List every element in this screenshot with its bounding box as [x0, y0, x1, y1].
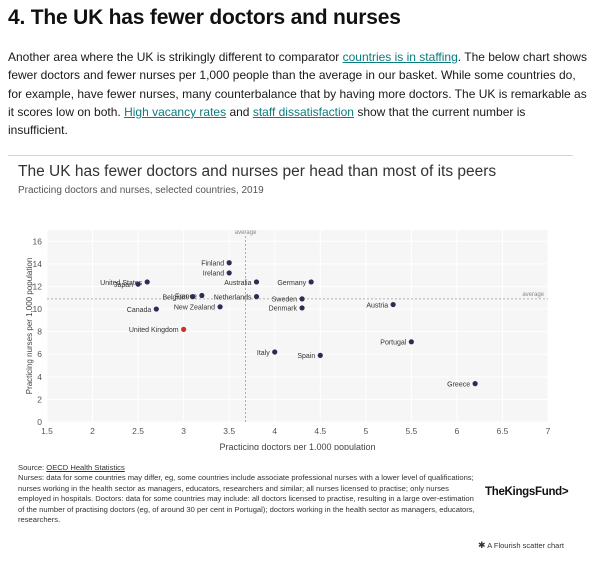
data-point — [135, 281, 141, 287]
data-point — [408, 339, 414, 345]
point-label: France — [175, 293, 197, 300]
data-point — [144, 279, 150, 285]
chart-footer: Source: OECD Health Statistics Nurses: d… — [18, 463, 478, 525]
x-tick-label: 6.5 — [497, 426, 509, 436]
source-label: Source: — [18, 463, 47, 472]
intro-link[interactable]: staff dissatisfaction — [252, 104, 354, 119]
flourish-credit-label: A Flourish scatter chart — [487, 541, 564, 550]
y-tick-label: 0 — [37, 417, 42, 427]
data-point — [299, 305, 305, 311]
data-point — [272, 349, 278, 355]
point-label: United Kingdom — [129, 327, 179, 334]
data-point — [308, 279, 314, 285]
intro-link[interactable]: High vacancy rates — [124, 104, 227, 119]
data-point — [317, 352, 323, 358]
y-tick-label: 10 — [33, 304, 43, 314]
point-label: Greece — [447, 381, 470, 388]
data-point — [190, 294, 196, 300]
chart-title: The UK has fewer doctors and nurses per … — [18, 163, 497, 180]
notes-text: Nurses: data for some countries may diff… — [18, 473, 475, 525]
x-tick-label: 2 — [90, 426, 95, 436]
data-point — [390, 301, 396, 308]
point-label: Austria — [366, 302, 388, 309]
flourish-credit[interactable]: ✱ A Flourish scatter chart — [478, 540, 564, 551]
data-point — [253, 279, 260, 285]
x-tick-label: 3 — [181, 426, 186, 436]
plot-background — [47, 230, 548, 422]
point-label: Japan — [114, 282, 133, 289]
y-tick-label: 2 — [37, 394, 42, 404]
x-tick-label: 6 — [455, 426, 460, 436]
data-point — [226, 260, 232, 266]
point-label: Belgium — [162, 294, 187, 301]
data-point — [253, 294, 260, 300]
point-label: Sweden — [272, 297, 297, 304]
point-label: Australia — [224, 280, 251, 287]
x-axis-label: Practicing doctors per 1,000 population — [219, 442, 375, 450]
point-label: Italy — [257, 350, 270, 357]
data-point — [181, 326, 187, 332]
data-point — [217, 304, 223, 310]
data-point — [299, 296, 305, 302]
scatter-chart: 1.5 2 2.5 3 3.5 4 4.5 5 5.5 6 6.5 7 0 2 4 6 8 10 12 14 16 Pra… — [25, 230, 551, 450]
intro-text: show that the current number is insuffic… — [8, 104, 526, 138]
y-tick-label: 8 — [37, 327, 42, 337]
x-tick-label: 4 — [272, 426, 277, 436]
average-nurses-label: average — [522, 292, 544, 298]
y-tick-label: 14 — [33, 259, 43, 269]
data-point — [153, 306, 159, 312]
article-heading: 4. The UK has fewer doctors and nurses — [8, 6, 401, 29]
data-point — [199, 292, 205, 299]
point-label: New Zealand — [174, 305, 215, 312]
intro-text: Another area where the UK is strikingly … — [8, 50, 343, 64]
source-line: Source: OECD Health Statistics — [18, 463, 478, 473]
x-tick-label: 1.5 — [41, 426, 53, 436]
kings-fund-logo[interactable]: TheKingsFund> — [485, 486, 569, 498]
point-label: Finland — [201, 261, 224, 268]
y-tick-label: 16 — [33, 236, 43, 246]
x-tick-label: 2.5 — [132, 426, 144, 436]
x-tick-label: 3.5 — [223, 426, 235, 436]
x-tick-label: 5.5 — [405, 426, 417, 436]
intro-paragraph: Another area where the UK is strikingly … — [8, 48, 588, 139]
top-divider — [8, 155, 573, 156]
intro-text: and — [226, 104, 253, 119]
x-tick-label: 7 — [546, 426, 551, 436]
intro-text: . The below chart shows fewer doctors an… — [8, 50, 587, 119]
data-point — [226, 270, 232, 276]
y-tick-label: 6 — [37, 349, 42, 359]
y-tick-label: 12 — [33, 281, 43, 291]
point-label: Portugal — [380, 340, 407, 347]
point-label: Canada — [127, 307, 152, 314]
intro-link[interactable]: countries is in staffing — [342, 50, 458, 64]
point-label: Ireland — [203, 271, 225, 278]
point-label: Denmark — [269, 306, 298, 313]
y-tick-label: 4 — [37, 372, 42, 382]
point-label: Netherlands — [214, 294, 252, 301]
y-axis-label: Practicing nurses per 1,000 population — [25, 258, 34, 395]
source-link[interactable]: OECD Health Statistics — [46, 463, 125, 472]
data-point — [472, 381, 478, 387]
x-tick-label: 5 — [363, 426, 368, 436]
point-label: United States — [100, 280, 143, 287]
flourish-star-icon: ✱ — [478, 540, 486, 550]
chart-subtitle: Practicing doctors and nurses, selected … — [18, 185, 264, 196]
average-doctors-label: average — [235, 230, 257, 236]
point-label: Spain — [297, 353, 315, 360]
point-label: Germany — [277, 280, 306, 287]
x-tick-label: 4.5 — [314, 426, 326, 436]
